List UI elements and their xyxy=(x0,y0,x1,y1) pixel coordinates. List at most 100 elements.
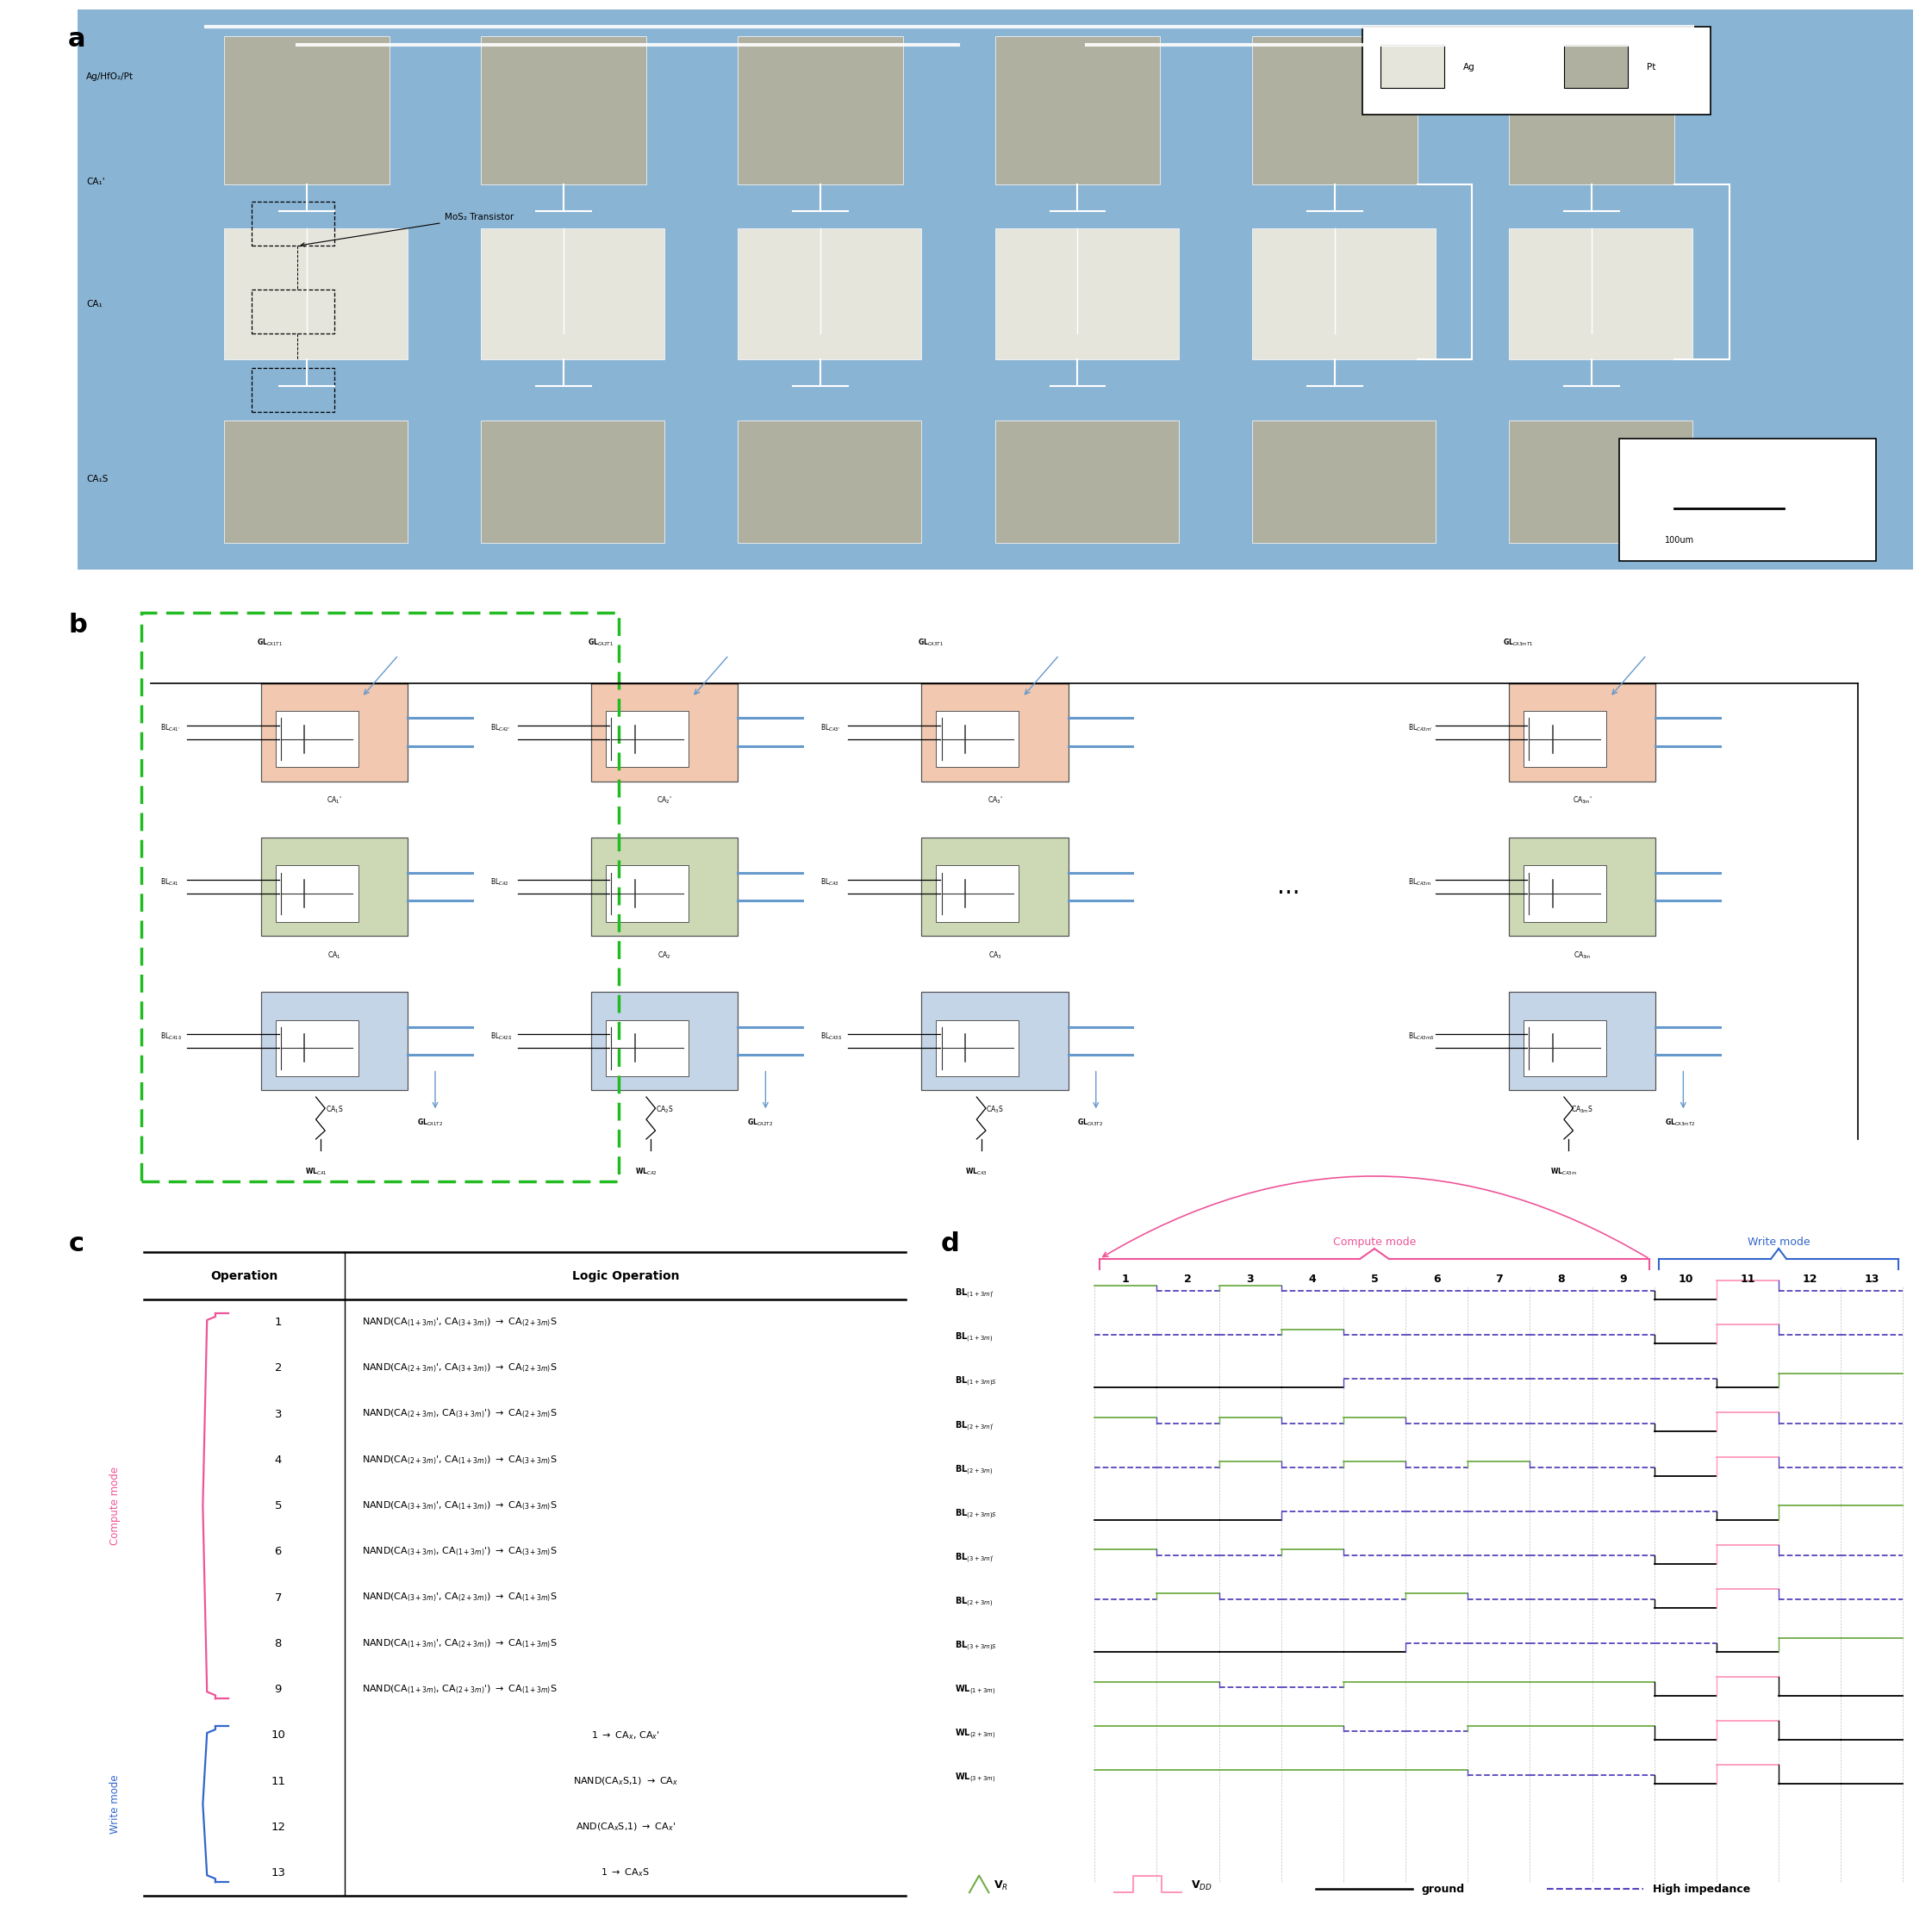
Text: BL$_{CA2'}$: BL$_{CA2'}$ xyxy=(491,723,510,733)
FancyBboxPatch shape xyxy=(276,865,357,921)
Text: CA$_3$': CA$_3$' xyxy=(987,794,1003,806)
Text: Operation: Operation xyxy=(211,1270,278,1282)
Bar xyxy=(481,36,645,184)
Text: BL$_{(2+3m)'}$: BL$_{(2+3m)'}$ xyxy=(954,1420,995,1433)
FancyBboxPatch shape xyxy=(607,712,688,768)
Text: GL$_{CA2T1}$: GL$_{CA2T1}$ xyxy=(587,637,612,649)
Text: Ag/HfO₂/Pt: Ag/HfO₂/Pt xyxy=(87,73,133,81)
Text: 13: 13 xyxy=(1864,1274,1880,1286)
Bar xyxy=(1509,36,1675,184)
Text: BL$_{CA2}$: BL$_{CA2}$ xyxy=(491,877,508,888)
Bar xyxy=(995,36,1159,184)
Bar xyxy=(995,420,1179,543)
Text: 10: 10 xyxy=(1677,1274,1692,1286)
Bar xyxy=(481,420,665,543)
Text: ground: ground xyxy=(1422,1883,1464,1894)
Text: GL$_{CA1T2}$: GL$_{CA1T2}$ xyxy=(417,1117,442,1128)
Bar xyxy=(1252,420,1435,543)
Text: V$_{DD}$: V$_{DD}$ xyxy=(1190,1879,1211,1892)
Text: CA₁S: CA₁S xyxy=(87,476,108,484)
Text: ...: ... xyxy=(1277,875,1300,898)
Text: 2: 2 xyxy=(1184,1274,1192,1286)
Text: BL$_{CA2S}$: BL$_{CA2S}$ xyxy=(491,1031,512,1042)
Text: BL$_{(1+3m)'}$: BL$_{(1+3m)'}$ xyxy=(954,1288,995,1301)
Bar xyxy=(1252,228,1435,359)
Text: WL$_{CA3}$: WL$_{CA3}$ xyxy=(966,1167,987,1176)
Text: 11: 11 xyxy=(1741,1274,1754,1286)
Text: GL$_{CA2T2}$: GL$_{CA2T2}$ xyxy=(748,1117,773,1128)
Text: BL$_{(2+3m)}$: BL$_{(2+3m)}$ xyxy=(954,1595,993,1608)
Text: MoS₂ Transistor: MoS₂ Transistor xyxy=(301,213,514,246)
Text: V$_R$: V$_R$ xyxy=(993,1879,1009,1892)
Text: CA$_3$S: CA$_3$S xyxy=(985,1103,1005,1115)
FancyBboxPatch shape xyxy=(922,837,1068,936)
Text: NAND(CA$_{(3+3m)}$', CA$_{(1+3m)}$) $\rightarrow$ CA$_{(3+3m)}$S: NAND(CA$_{(3+3m)}$', CA$_{(1+3m)}$) $\ri… xyxy=(361,1501,556,1512)
Text: 1 $\rightarrow$ CA$_x$S: 1 $\rightarrow$ CA$_x$S xyxy=(601,1867,649,1879)
Text: AND(CA$_x$S,1) $\rightarrow$ CA$_x$': AND(CA$_x$S,1) $\rightarrow$ CA$_x$' xyxy=(576,1821,676,1833)
Text: Write mode: Write mode xyxy=(1747,1236,1810,1247)
Text: CA₁: CA₁ xyxy=(87,299,102,309)
Text: 3: 3 xyxy=(1246,1274,1254,1286)
FancyBboxPatch shape xyxy=(937,712,1018,768)
FancyBboxPatch shape xyxy=(276,712,357,768)
Text: WL$_{(1+3m)}$: WL$_{(1+3m)}$ xyxy=(954,1683,995,1696)
Text: CA$_{3m}$S: CA$_{3m}$S xyxy=(1571,1103,1594,1115)
Text: NAND(CA$_{(2+3m)}$', CA$_{(3+3m)}$) $\rightarrow$ CA$_{(2+3m)}$S: NAND(CA$_{(2+3m)}$', CA$_{(3+3m)}$) $\ri… xyxy=(361,1362,556,1374)
Bar xyxy=(1619,438,1876,560)
Text: NAND(CA$_{(2+3m)}$, CA$_{(3+3m)}$') $\rightarrow$ CA$_{(2+3m)}$S: NAND(CA$_{(2+3m)}$, CA$_{(3+3m)}$') $\ri… xyxy=(361,1409,556,1420)
Text: 12: 12 xyxy=(270,1821,286,1833)
Bar xyxy=(1509,228,1692,359)
Text: CA$_1$S: CA$_1$S xyxy=(325,1103,344,1115)
Text: Ag: Ag xyxy=(1463,63,1474,71)
Text: a: a xyxy=(68,27,85,52)
Text: Pt: Pt xyxy=(1646,63,1656,71)
Text: 5: 5 xyxy=(274,1501,282,1512)
FancyBboxPatch shape xyxy=(607,865,688,921)
Bar xyxy=(251,201,334,246)
FancyBboxPatch shape xyxy=(591,683,738,781)
FancyBboxPatch shape xyxy=(1509,683,1656,781)
Text: 3: 3 xyxy=(274,1409,282,1420)
FancyBboxPatch shape xyxy=(922,992,1068,1090)
Text: Write mode: Write mode xyxy=(110,1775,120,1835)
Text: NAND(CA$_{(1+3m)}$', CA$_{(2+3m)}$) $\rightarrow$ CA$_{(1+3m)}$S: NAND(CA$_{(1+3m)}$', CA$_{(2+3m)}$) $\ri… xyxy=(361,1637,556,1650)
Text: 7: 7 xyxy=(274,1593,282,1602)
Bar xyxy=(995,228,1179,359)
FancyBboxPatch shape xyxy=(261,683,408,781)
Text: CA$_1$: CA$_1$ xyxy=(328,950,340,960)
Text: 11: 11 xyxy=(270,1775,286,1787)
FancyBboxPatch shape xyxy=(607,1019,688,1077)
Text: 100um: 100um xyxy=(1665,535,1694,545)
Text: BL$_{CA3S}$: BL$_{CA3S}$ xyxy=(821,1031,842,1042)
Text: 8: 8 xyxy=(274,1639,282,1648)
FancyBboxPatch shape xyxy=(1524,712,1605,768)
Text: NAND(CA$_{(1+3m)}$, CA$_{(2+3m)}$') $\rightarrow$ CA$_{(1+3m)}$S: NAND(CA$_{(1+3m)}$, CA$_{(2+3m)}$') $\ri… xyxy=(361,1683,556,1696)
FancyBboxPatch shape xyxy=(937,1019,1018,1077)
Text: 10: 10 xyxy=(270,1729,286,1741)
FancyBboxPatch shape xyxy=(1509,837,1656,936)
FancyBboxPatch shape xyxy=(276,1019,357,1077)
Text: NAND(CA$_{(1+3m)}$', CA$_{(3+3m)}$) $\rightarrow$ CA$_{(2+3m)}$S: NAND(CA$_{(1+3m)}$', CA$_{(3+3m)}$) $\ri… xyxy=(361,1316,556,1328)
FancyBboxPatch shape xyxy=(937,865,1018,921)
Text: d: d xyxy=(941,1232,960,1257)
Text: GL$_{CA1T1}$: GL$_{CA1T1}$ xyxy=(257,637,282,649)
Text: CA$_{3m}$: CA$_{3m}$ xyxy=(1573,950,1592,960)
FancyBboxPatch shape xyxy=(1524,865,1605,921)
FancyBboxPatch shape xyxy=(922,683,1068,781)
Text: BL$_{CA3m}$: BL$_{CA3m}$ xyxy=(1408,877,1432,888)
FancyBboxPatch shape xyxy=(1509,992,1656,1090)
Text: c: c xyxy=(70,1232,85,1257)
Text: 6: 6 xyxy=(1434,1274,1441,1286)
Bar xyxy=(251,368,334,413)
Text: High impedance: High impedance xyxy=(1652,1883,1750,1894)
Text: CA₁': CA₁' xyxy=(87,178,104,186)
Text: 13: 13 xyxy=(270,1867,286,1879)
Text: 2: 2 xyxy=(274,1362,282,1374)
Text: b: b xyxy=(68,612,87,637)
Text: CA$_2$': CA$_2$' xyxy=(657,794,672,806)
Text: 5: 5 xyxy=(1370,1274,1378,1286)
Text: GL$_{CA3mT1}$: GL$_{CA3mT1}$ xyxy=(1503,637,1534,649)
Text: 1: 1 xyxy=(274,1316,282,1328)
Text: 4: 4 xyxy=(274,1455,282,1466)
Bar xyxy=(1362,27,1712,115)
